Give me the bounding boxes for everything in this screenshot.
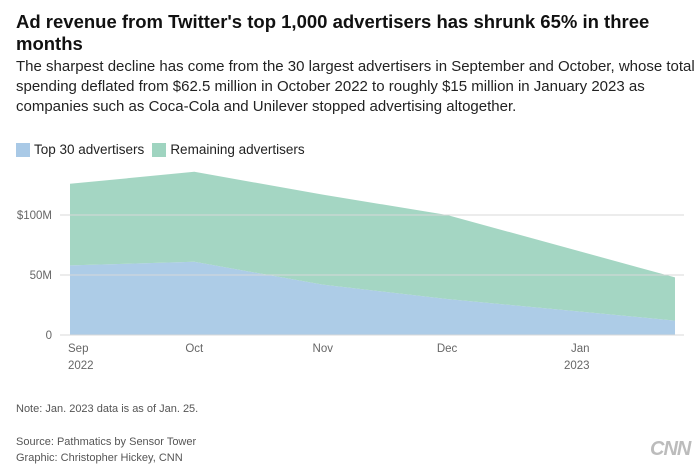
legend-label-remaining: Remaining advertisers xyxy=(170,142,305,157)
x-tick-label: Nov xyxy=(313,343,334,355)
legend-swatch-remaining xyxy=(152,142,167,157)
legend-item-top30: Top 30 advertisers xyxy=(16,142,144,157)
graphic-credit: Graphic: Christopher Hickey, CNN xyxy=(16,452,183,464)
y-tick-label: $100M xyxy=(17,210,52,222)
x-tick-label: Sep xyxy=(68,343,88,355)
x-tick-label: Oct xyxy=(185,343,204,355)
x-tick-sublabel: 2022 xyxy=(68,360,94,372)
legend-label-top30: Top 30 advertisers xyxy=(34,142,145,157)
area-series-top30 xyxy=(70,261,675,335)
chart-note: Note: Jan. 2023 data is as of Jan. 25. xyxy=(16,403,199,415)
cnn-logo: CNN xyxy=(650,438,691,460)
chart-source-block: Source: Pathmatics by Sensor Tower Graph… xyxy=(16,434,196,466)
legend: Top 30 advertisers Remaining advertisers xyxy=(16,142,313,157)
x-tick-sublabel: 2023 xyxy=(564,360,590,372)
x-tick-label: Jan xyxy=(571,343,590,355)
x-tick-label: Dec xyxy=(437,343,458,355)
chart-title: Ad revenue from Twitter's top 1,000 adve… xyxy=(16,11,650,54)
area-series-remaining xyxy=(70,171,675,321)
legend-swatch-top30 xyxy=(16,142,30,157)
y-tick-label: 50M xyxy=(30,270,52,282)
legend-item-remaining: Remaining advertisers xyxy=(152,142,305,157)
area-chart: 0 50M $100M Sep 2022 Oct Nov Dec Jan 2023 xyxy=(17,171,684,372)
chart-subtitle: The sharpest decline has come from the 3… xyxy=(16,58,695,115)
y-tick-label: 0 xyxy=(46,330,52,342)
source-text: Source: Pathmatics by Sensor Tower xyxy=(16,436,197,448)
